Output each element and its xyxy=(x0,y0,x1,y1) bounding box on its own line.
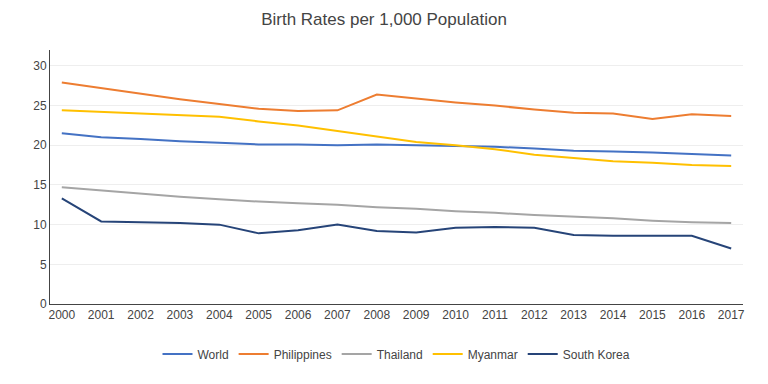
svg-text:South Korea: South Korea xyxy=(563,348,630,362)
svg-text:2004: 2004 xyxy=(206,308,233,322)
svg-text:2011: 2011 xyxy=(482,308,508,322)
svg-text:2002: 2002 xyxy=(127,308,154,322)
svg-text:25: 25 xyxy=(33,99,47,113)
svg-text:2016: 2016 xyxy=(678,308,705,322)
svg-text:2005: 2005 xyxy=(245,308,272,322)
svg-text:Philippines: Philippines xyxy=(274,348,332,362)
svg-text:20: 20 xyxy=(33,138,47,152)
svg-text:0: 0 xyxy=(40,297,47,311)
svg-text:2012: 2012 xyxy=(521,308,548,322)
svg-text:Birth Rates per 1,000 Populati: Birth Rates per 1,000 Population xyxy=(261,10,507,29)
svg-text:2003: 2003 xyxy=(167,308,194,322)
svg-text:Thailand: Thailand xyxy=(377,348,423,362)
svg-text:2010: 2010 xyxy=(442,308,469,322)
svg-text:30: 30 xyxy=(33,59,47,73)
svg-text:2014: 2014 xyxy=(600,308,627,322)
svg-text:2015: 2015 xyxy=(639,308,666,322)
svg-text:2017: 2017 xyxy=(718,308,745,322)
svg-text:Myanmar: Myanmar xyxy=(468,348,518,362)
svg-text:2001: 2001 xyxy=(88,308,115,322)
svg-text:2006: 2006 xyxy=(285,308,312,322)
svg-text:10: 10 xyxy=(33,218,47,232)
svg-text:15: 15 xyxy=(33,178,47,192)
svg-text:5: 5 xyxy=(40,258,47,272)
svg-text:2009: 2009 xyxy=(403,308,430,322)
svg-text:2007: 2007 xyxy=(324,308,351,322)
svg-text:2013: 2013 xyxy=(560,308,587,322)
svg-text:2008: 2008 xyxy=(363,308,390,322)
svg-text:World: World xyxy=(198,348,229,362)
svg-text:2000: 2000 xyxy=(48,308,75,322)
